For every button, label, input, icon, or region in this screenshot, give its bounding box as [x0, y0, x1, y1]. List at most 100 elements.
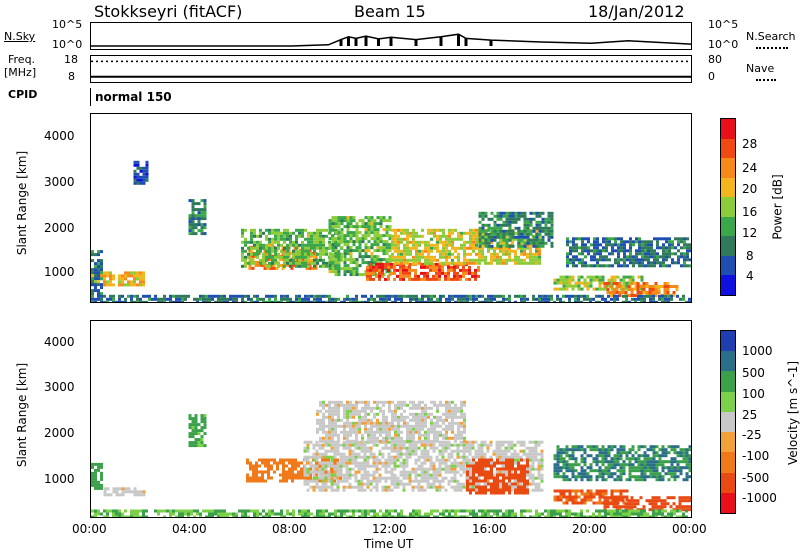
velocity-cell [565, 489, 569, 493]
power-cell [200, 232, 204, 236]
power-cell [556, 278, 560, 282]
power-cell [686, 252, 689, 256]
velocity-cell [540, 461, 544, 465]
power-cell [378, 265, 381, 269]
power-cell [346, 297, 349, 301]
power-cell [511, 220, 515, 224]
velocity-cell [565, 466, 569, 470]
velocity-cell [651, 502, 655, 506]
power-cell [430, 237, 433, 241]
velocity-cell [100, 483, 103, 487]
velocity-cell [387, 488, 391, 492]
power-cell [172, 294, 175, 298]
velocity-cell [490, 467, 493, 471]
power-cell [325, 246, 328, 250]
power-cell [91, 277, 94, 281]
power-cell [142, 178, 146, 182]
power-cell [633, 294, 637, 297]
power-cell [610, 275, 614, 279]
power-cell [675, 288, 679, 291]
velocity-cell [402, 470, 406, 474]
power-cell [435, 268, 438, 272]
velocity-cell [525, 485, 529, 489]
velocity-cell [390, 473, 394, 477]
power-cell [653, 264, 656, 268]
velocity-cell [370, 433, 373, 437]
velocity-cell [612, 505, 616, 509]
velocity-cell [382, 415, 385, 419]
power-cell [487, 244, 491, 248]
power-cell [529, 246, 532, 250]
power-cell [636, 282, 640, 285]
power-cell [439, 261, 442, 265]
velocity-cell [487, 458, 490, 462]
power-cell [286, 246, 289, 250]
power-cell [517, 238, 521, 242]
velocity-cell [408, 482, 412, 486]
power-cell [381, 268, 384, 272]
velocity-cell [423, 458, 427, 462]
velocity-cell [312, 470, 316, 474]
velocity-cell [508, 461, 511, 465]
velocity-cell [303, 467, 307, 471]
velocity-cell [397, 400, 400, 404]
velocity-cell [481, 488, 484, 492]
power-cell [469, 243, 472, 247]
velocity-cell [565, 469, 569, 473]
power-cell [647, 258, 650, 262]
velocity-cell [463, 436, 466, 440]
velocity-cell [453, 464, 457, 468]
power-cell [259, 228, 262, 232]
velocity-cell [531, 482, 535, 486]
power-cell [319, 297, 322, 301]
velocity-cell [390, 470, 394, 474]
power-cell [544, 217, 548, 221]
velocity-cell [315, 443, 319, 447]
power-cell [397, 246, 400, 250]
power-cell [477, 268, 480, 272]
velocity-cell [420, 467, 424, 471]
power-cell [370, 222, 374, 226]
power-cell [508, 211, 512, 215]
velocity-cell [330, 461, 334, 465]
velocity-cell [525, 473, 529, 477]
power-cell [617, 261, 620, 265]
power-cell [469, 294, 472, 298]
power-cell [202, 294, 205, 298]
power-cell [659, 246, 662, 250]
power-cell [265, 249, 268, 253]
power-cell [581, 252, 584, 256]
velocity-cell [586, 495, 590, 499]
power-cell [505, 220, 509, 224]
power-cell [127, 274, 130, 278]
power-cell [671, 261, 674, 265]
power-cell [505, 249, 508, 253]
velocity-cell [336, 479, 340, 483]
power-cell [322, 261, 325, 265]
power-cell [197, 211, 201, 215]
power-cell [130, 297, 133, 301]
velocity-cell [324, 452, 328, 456]
power-cell [364, 252, 368, 256]
power-cell [532, 241, 536, 245]
beam-title: Beam 15 [354, 2, 426, 21]
power-cell [241, 240, 244, 244]
power-cell [463, 246, 466, 250]
velocity-cell [343, 427, 346, 431]
velocity-cell [445, 403, 448, 407]
power-cell [647, 255, 650, 259]
power-cell [349, 216, 353, 220]
velocity-cell [348, 455, 352, 459]
velocity-cell [394, 418, 397, 422]
power-cell [274, 258, 277, 262]
power-cell [529, 261, 532, 265]
power-cell [616, 275, 620, 279]
velocity-cell [493, 488, 496, 492]
velocity-cell [336, 446, 340, 450]
power-cell [421, 249, 424, 253]
power-cbar-swatch [721, 216, 735, 237]
power-cell [657, 285, 661, 288]
velocity-cell [520, 458, 523, 462]
power-cell [683, 261, 686, 265]
power-cell [599, 264, 602, 268]
